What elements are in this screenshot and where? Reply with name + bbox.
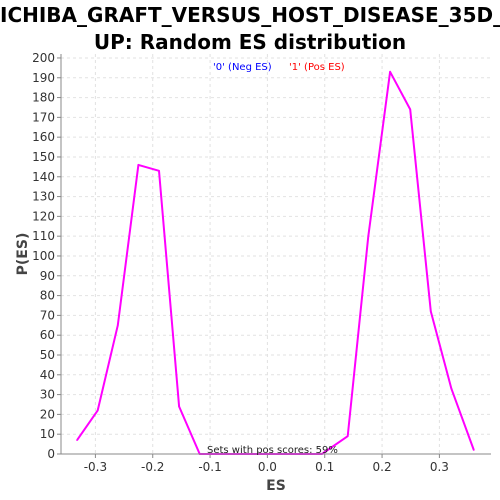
data-point [137,164,140,166]
chart-title-line-2: UP: Random ES distribution [93,30,407,54]
legend-pos-es: '1' (Pos ES) [289,62,345,73]
y-tick-label: 90 [40,269,55,283]
chart-title: ICHIBA_GRAFT_VERSUS_HOST_DISEASE_35D_ UP… [0,2,500,56]
y-tick-label: 160 [32,130,55,144]
data-point [116,324,119,327]
data-point [473,449,475,451]
y-tick-label: 190 [32,71,55,85]
data-point [389,71,391,73]
y-tick-label: 100 [32,249,55,263]
y-tick-label: 140 [32,170,55,184]
data-point [346,435,349,437]
y-tick-label: 60 [40,328,55,342]
x-tick-label: -0.2 [141,460,164,474]
data-point [409,108,411,111]
grid [61,54,491,455]
data-point [367,235,370,237]
y-tick-label: 50 [40,348,55,362]
plot-area [61,54,491,454]
y-tick-label: 20 [40,407,55,421]
y-tick-label: 40 [40,368,55,382]
x-tick-label: -0.3 [84,460,107,474]
y-tick-label: 10 [40,427,55,441]
y-tick-label: 0 [47,447,55,461]
data-point [96,409,99,412]
data-point [430,310,432,313]
y-tick-label: 110 [32,229,55,243]
x-tick-label: 0.3 [430,460,449,474]
x-axis-ticks: -0.3 -0.2 -0.1 0.0 0.1 0.2 0.3 [84,454,449,474]
chart-title-line-1: ICHIBA_GRAFT_VERSUS_HOST_DISEASE_35D_ [0,3,500,27]
x-axis-label: ES [266,478,286,494]
y-tick-label: 120 [32,209,55,223]
y-tick-label: 150 [32,150,55,164]
y-tick-label: 200 [32,51,55,65]
y-tick-label: 180 [32,91,55,105]
data-point [178,405,180,408]
legend-neg-es: '0' (Neg ES) [213,62,272,73]
pos-scores-annotation: Sets with pos scores: 59% [207,445,338,456]
x-tick-label: 0.1 [315,460,334,474]
data-point [158,170,160,172]
x-tick-label: 0.0 [258,460,277,474]
y-tick-label: 70 [40,308,55,322]
y-axis-label: P(ES) [15,233,31,276]
y-tick-label: 80 [40,289,55,303]
data-point [76,439,78,441]
x-tick-label: -0.1 [198,460,221,474]
y-tick-label: 130 [32,190,55,204]
y-tick-label: 30 [40,388,55,402]
y-axis-ticks: 0 10 20 30 40 50 60 70 80 90 100 110 120 130 140 150 160… [32,51,61,461]
y-tick-label: 170 [32,110,55,124]
data-point [450,387,453,390]
x-tick-label: 0.2 [373,460,392,474]
